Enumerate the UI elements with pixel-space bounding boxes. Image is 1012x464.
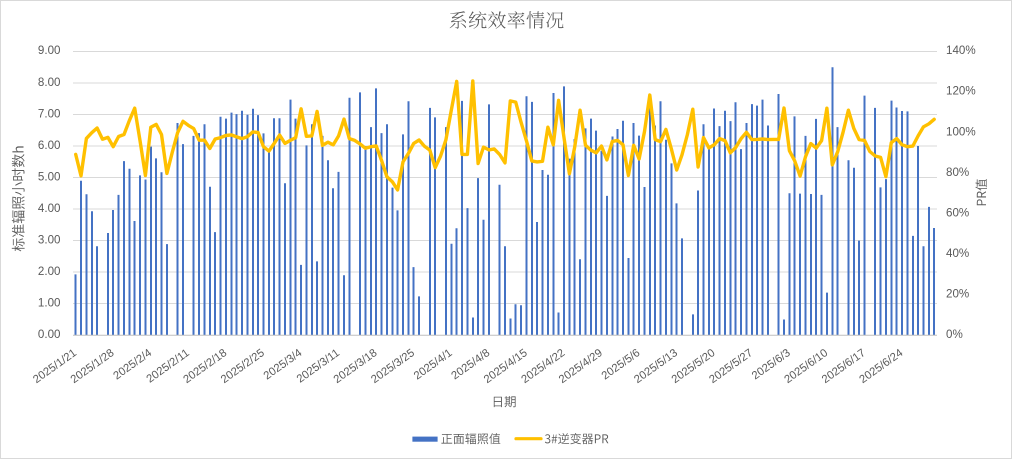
svg-text:40%: 40% xyxy=(946,247,969,260)
svg-text:20%: 20% xyxy=(946,288,969,301)
svg-text:6.00: 6.00 xyxy=(38,139,61,152)
svg-text:8.00: 8.00 xyxy=(38,76,61,89)
svg-text:0.00: 0.00 xyxy=(38,328,61,341)
svg-text:0%: 0% xyxy=(946,328,963,341)
svg-text:80%: 80% xyxy=(946,166,969,179)
svg-text:140%: 140% xyxy=(946,44,976,57)
svg-text:100%: 100% xyxy=(946,125,976,138)
svg-text:1.00: 1.00 xyxy=(38,297,61,310)
svg-text:60%: 60% xyxy=(946,206,969,219)
svg-text:5.00: 5.00 xyxy=(38,170,61,183)
svg-text:7.00: 7.00 xyxy=(38,107,61,120)
svg-text:4.00: 4.00 xyxy=(38,202,61,215)
svg-text:9.00: 9.00 xyxy=(38,44,61,57)
svg-text:2.00: 2.00 xyxy=(38,265,61,278)
svg-text:3.00: 3.00 xyxy=(38,233,61,246)
svg-text:120%: 120% xyxy=(946,85,976,98)
